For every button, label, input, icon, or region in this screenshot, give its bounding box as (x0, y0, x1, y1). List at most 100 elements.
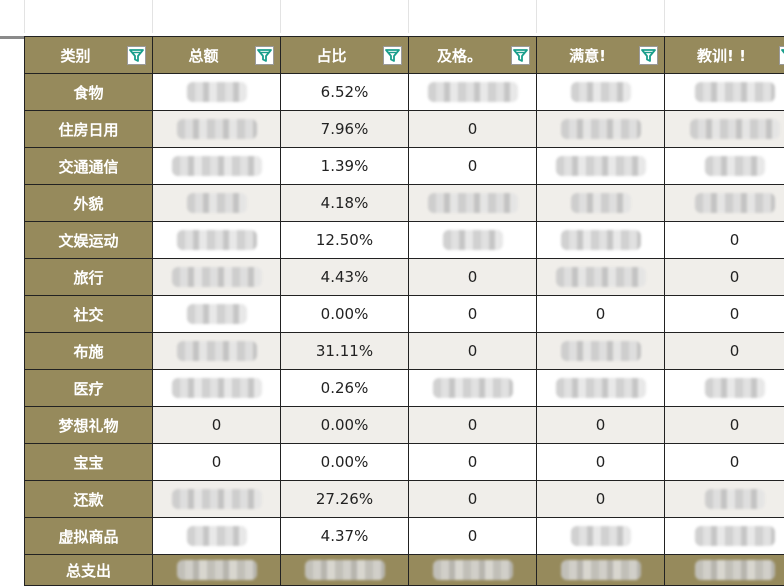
redacted-cell[interactable] (537, 74, 665, 111)
value-cell[interactable]: 0.00% (281, 296, 409, 333)
category-cell[interactable]: 虚拟商品 (25, 518, 153, 555)
redacted-cell[interactable] (153, 222, 281, 259)
redacted-cell[interactable] (153, 111, 281, 148)
column-header[interactable]: 满意! (537, 37, 665, 74)
value-cell[interactable]: 0 (665, 296, 784, 333)
redacted-cell[interactable] (665, 370, 784, 407)
value-cell[interactable]: 0 (537, 481, 665, 518)
redacted-cell[interactable] (153, 518, 281, 555)
redacted-cell[interactable] (665, 481, 784, 518)
value-cell[interactable]: 31.11% (281, 333, 409, 370)
redacted-cell[interactable] (153, 259, 281, 296)
filter-icon[interactable] (511, 46, 530, 65)
redacted-cell[interactable] (537, 518, 665, 555)
value-cell[interactable]: 4.43% (281, 259, 409, 296)
value-cell[interactable]: 0 (665, 333, 784, 370)
total-label-cell[interactable]: 总支出 (25, 555, 153, 586)
redacted-cell[interactable] (409, 222, 537, 259)
redacted-cell[interactable] (665, 185, 784, 222)
category-cell[interactable]: 交通通信 (25, 148, 153, 185)
value-cell[interactable]: 0.00% (281, 407, 409, 444)
redacted-cell[interactable] (665, 111, 784, 148)
redacted-cell[interactable] (153, 555, 281, 586)
redacted-cell[interactable] (153, 74, 281, 111)
value-cell[interactable]: 0 (665, 222, 784, 259)
redacted-cell[interactable] (537, 185, 665, 222)
redacted-cell[interactable] (153, 296, 281, 333)
value-cell[interactable]: 12.50% (281, 222, 409, 259)
redacted-cell[interactable] (153, 333, 281, 370)
value-cell[interactable]: 0 (409, 259, 537, 296)
column-header[interactable]: 及格。 (409, 37, 537, 74)
filter-icon[interactable] (639, 46, 658, 65)
redacted-cell[interactable] (665, 74, 784, 111)
column-header[interactable]: 总额 (153, 37, 281, 74)
redacted-cell[interactable] (409, 555, 537, 586)
column-header[interactable]: 占比 (281, 37, 409, 74)
redacted-cell[interactable] (409, 370, 537, 407)
filter-icon[interactable] (779, 46, 784, 65)
filter-icon[interactable] (255, 46, 274, 65)
category-cell[interactable]: 文娱运动 (25, 222, 153, 259)
redaction-blur (561, 230, 641, 250)
redacted-cell[interactable] (537, 259, 665, 296)
value-cell[interactable]: 4.18% (281, 185, 409, 222)
value-cell[interactable]: 0 (409, 111, 537, 148)
value-cell[interactable]: 0 (409, 333, 537, 370)
redacted-cell[interactable] (153, 148, 281, 185)
redacted-cell[interactable] (537, 370, 665, 407)
value-cell[interactable]: 0 (537, 407, 665, 444)
value-cell[interactable]: 7.96% (281, 111, 409, 148)
value-cell[interactable]: 0 (409, 296, 537, 333)
filter-icon[interactable] (127, 46, 146, 65)
value-cell[interactable]: 0 (153, 444, 281, 481)
value-cell[interactable]: 0 (665, 407, 784, 444)
redacted-cell[interactable] (665, 518, 784, 555)
redacted-cell[interactable] (665, 148, 784, 185)
column-header[interactable]: 类别 (25, 37, 153, 74)
redacted-cell[interactable] (537, 222, 665, 259)
column-header[interactable]: 教训! ! (665, 37, 784, 74)
spreadsheet-top-area (0, 0, 784, 39)
value-cell[interactable]: 0.00% (281, 444, 409, 481)
category-cell[interactable]: 食物 (25, 74, 153, 111)
redacted-cell[interactable] (537, 333, 665, 370)
category-cell[interactable]: 布施 (25, 333, 153, 370)
value-cell[interactable]: 0 (409, 407, 537, 444)
redacted-cell[interactable] (153, 370, 281, 407)
redacted-cell[interactable] (409, 185, 537, 222)
value-cell[interactable]: 27.26% (281, 481, 409, 518)
value-cell[interactable]: 0.26% (281, 370, 409, 407)
value-cell[interactable]: 0 (409, 518, 537, 555)
category-cell[interactable]: 旅行 (25, 259, 153, 296)
category-cell[interactable]: 梦想礼物 (25, 407, 153, 444)
redacted-cell[interactable] (153, 185, 281, 222)
category-cell[interactable]: 社交 (25, 296, 153, 333)
category-cell[interactable]: 医疗 (25, 370, 153, 407)
value-cell[interactable]: 0 (665, 444, 784, 481)
filter-icon[interactable] (383, 46, 402, 65)
value-cell[interactable]: 0 (665, 259, 784, 296)
value-cell[interactable]: 1.39% (281, 148, 409, 185)
value-cell[interactable]: 0 (537, 444, 665, 481)
redacted-cell[interactable] (665, 555, 784, 586)
value-cell[interactable]: 0 (409, 444, 537, 481)
redacted-cell[interactable] (153, 481, 281, 518)
redacted-cell[interactable] (537, 555, 665, 586)
category-cell[interactable]: 住房日用 (25, 111, 153, 148)
value-cell[interactable]: 0 (537, 296, 665, 333)
category-cell[interactable]: 还款 (25, 481, 153, 518)
table-row: 虚拟商品 4.37%0 (25, 518, 784, 555)
value-cell[interactable]: 0 (153, 407, 281, 444)
value-cell[interactable]: 0 (409, 148, 537, 185)
value-cell[interactable]: 4.37% (281, 518, 409, 555)
category-cell[interactable]: 宝宝 (25, 444, 153, 481)
redacted-cell[interactable] (537, 111, 665, 148)
value-cell[interactable]: 6.52% (281, 74, 409, 111)
redacted-cell[interactable] (409, 74, 537, 111)
redacted-cell[interactable] (281, 555, 409, 586)
category-cell[interactable]: 外貌 (25, 185, 153, 222)
value-cell[interactable]: 0 (409, 481, 537, 518)
redacted-cell[interactable] (537, 148, 665, 185)
